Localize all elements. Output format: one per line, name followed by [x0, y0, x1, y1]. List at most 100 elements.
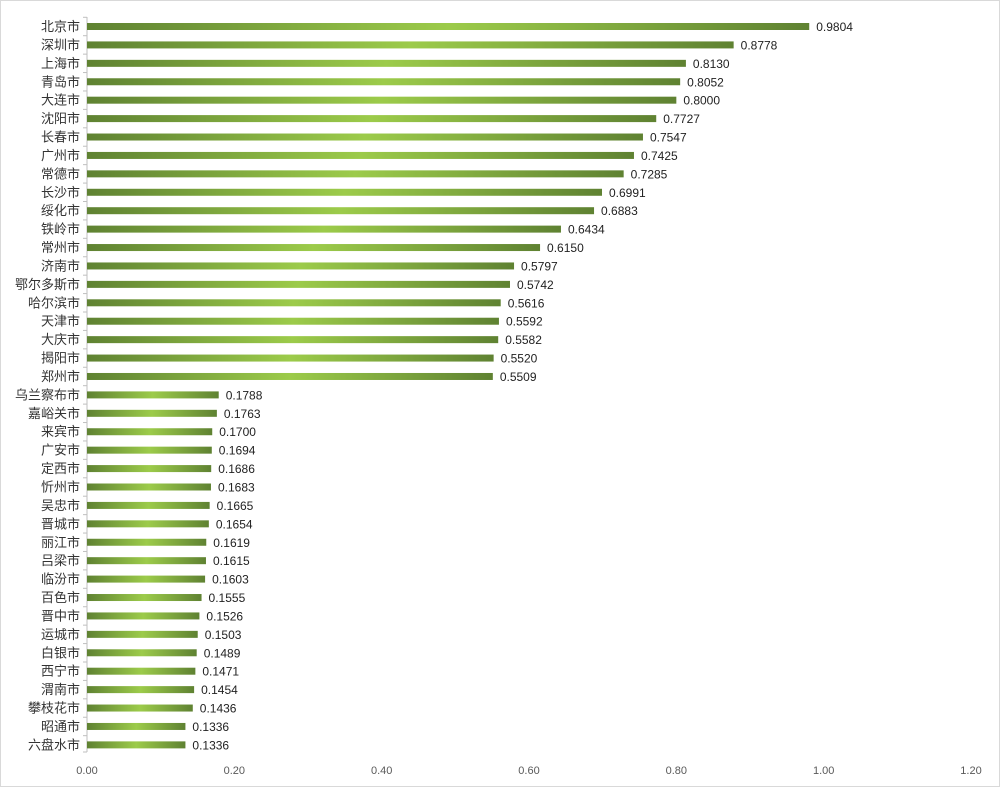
bar: [87, 741, 186, 749]
bar: [87, 244, 541, 252]
data-label: 0.8052: [687, 75, 724, 89]
category-label: 白银市: [41, 645, 80, 661]
bar: [87, 667, 196, 675]
data-label: 0.8000: [683, 94, 720, 108]
bar: [87, 41, 734, 49]
data-label: 0.1555: [209, 591, 246, 605]
x-tick-label: 1.20: [960, 765, 981, 777]
data-label: 0.5797: [521, 259, 558, 273]
data-label: 0.7547: [650, 131, 687, 145]
bar: [87, 262, 515, 270]
bar: [87, 483, 211, 491]
category-label: 乌兰察布市: [15, 387, 80, 403]
category-label: 上海市: [41, 56, 80, 72]
data-label: 0.5742: [517, 278, 554, 292]
data-label: 0.7285: [631, 167, 668, 181]
data-label: 0.5592: [506, 315, 543, 329]
data-label: 0.1686: [218, 462, 255, 476]
category-label: 沈阳市: [41, 111, 80, 127]
bar: [87, 594, 202, 602]
bar: [87, 649, 197, 657]
data-label: 0.9804: [816, 20, 853, 34]
data-label: 0.1694: [219, 444, 256, 458]
category-label: 昭通市: [41, 719, 80, 735]
data-label: 0.1526: [206, 609, 243, 623]
bar: [87, 78, 681, 86]
data-label: 0.8130: [693, 57, 730, 71]
category-label: 揭阳市: [41, 351, 80, 367]
data-label: 0.1619: [213, 536, 250, 550]
bar: [87, 151, 634, 159]
data-label: 0.6150: [547, 241, 584, 255]
bar: [87, 391, 219, 399]
plot-area: 北京市 0.9804 深圳市 0.8778 上海市 0.8130 青岛市 0.8052 大连市 0…: [15, 16, 982, 777]
category-label: 晋中市: [41, 608, 80, 624]
data-label: 0.5582: [505, 333, 542, 347]
category-label: 百色市: [41, 590, 80, 606]
bar: [87, 557, 206, 565]
category-label: 哈尔滨市: [28, 295, 80, 311]
bar: [87, 354, 494, 362]
bar: [87, 465, 212, 473]
category-label: 济南市: [41, 258, 80, 274]
data-label: 0.5509: [500, 370, 537, 384]
bar: [87, 446, 212, 454]
bar: [87, 686, 195, 694]
bar: [87, 299, 501, 307]
category-label: 广州市: [41, 148, 80, 164]
data-label: 0.1763: [224, 407, 261, 421]
category-label: 六盘水市: [28, 737, 80, 753]
data-label: 0.1436: [200, 702, 237, 716]
category-label: 长沙市: [41, 185, 80, 201]
data-label: 0.6883: [601, 204, 638, 218]
category-label: 鄂尔多斯市: [15, 277, 80, 293]
bar: [87, 96, 677, 104]
data-label: 0.1615: [213, 554, 250, 568]
data-label: 0.1665: [217, 499, 254, 513]
bar: [87, 317, 499, 325]
data-label: 0.7425: [641, 149, 678, 163]
data-label: 0.6434: [568, 223, 605, 237]
bar: [87, 704, 193, 712]
category-label: 嘉峪关市: [28, 406, 80, 422]
bar: [87, 207, 595, 215]
bar: [87, 630, 198, 638]
category-label: 郑州市: [41, 369, 80, 385]
bar: [87, 409, 217, 417]
bar: [87, 170, 624, 178]
data-label: 0.5520: [501, 352, 538, 366]
x-tick-label: 0.00: [76, 765, 97, 777]
category-label: 绥化市: [41, 203, 80, 219]
bar: [87, 336, 499, 344]
category-label: 丽江市: [41, 535, 80, 551]
category-label: 吴忠市: [41, 498, 80, 514]
bar: [87, 115, 657, 123]
bar: [87, 428, 213, 436]
data-label: 0.1336: [192, 738, 229, 752]
data-label: 0.1503: [205, 628, 242, 642]
category-label: 常州市: [41, 240, 80, 256]
category-label: 大庆市: [41, 332, 80, 348]
data-label: 0.5616: [508, 296, 545, 310]
category-label: 北京市: [41, 19, 80, 35]
bar: [87, 575, 206, 583]
data-label: 0.1454: [201, 683, 238, 697]
category-label: 吕梁市: [41, 553, 80, 569]
x-tick-label: 0.60: [518, 765, 539, 777]
data-label: 0.6991: [609, 186, 646, 200]
category-label: 广安市: [41, 443, 80, 459]
bar: [87, 23, 810, 30]
bar: [87, 722, 186, 730]
category-label: 长春市: [41, 130, 80, 146]
data-label: 0.1654: [216, 517, 253, 531]
category-label: 攀枝花市: [28, 701, 80, 717]
category-label: 来宾市: [41, 424, 80, 440]
category-label: 渭南市: [41, 682, 80, 698]
category-label: 铁岭市: [41, 222, 80, 238]
x-tick-label: 1.00: [813, 765, 834, 777]
data-label: 0.7727: [663, 112, 700, 126]
x-tick-label: 0.40: [371, 765, 392, 777]
bar: [87, 538, 207, 546]
